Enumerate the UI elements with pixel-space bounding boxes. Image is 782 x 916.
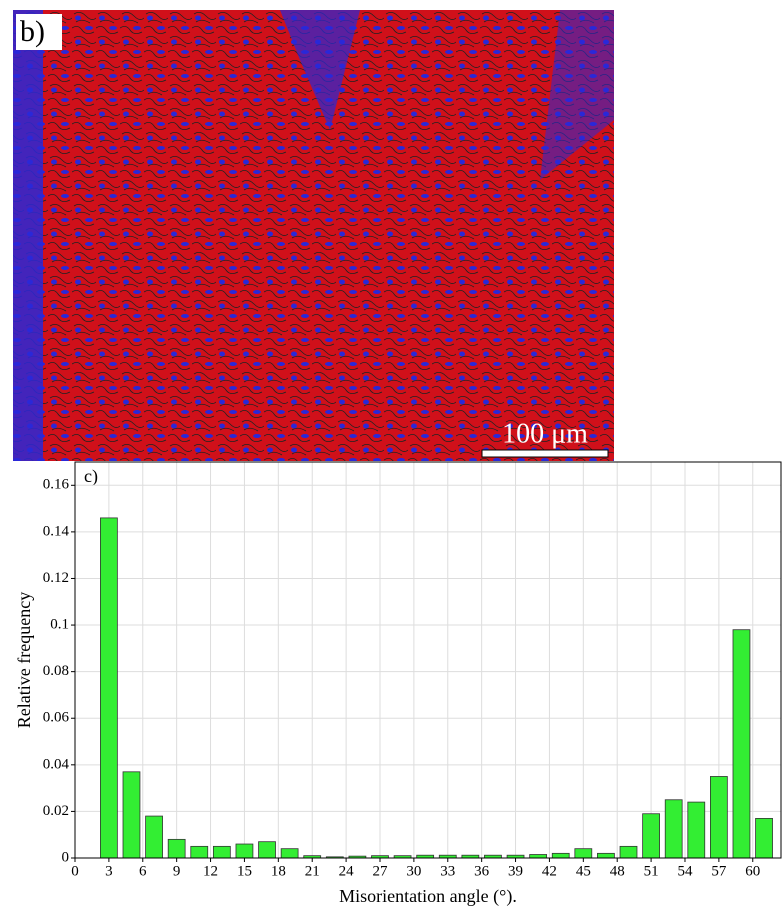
bar [122,771,141,859]
x-tick-label: 0 [71,863,79,879]
x-tick-label: 39 [508,863,523,879]
x-tick-label: 12 [203,863,218,879]
plot-frame [74,461,782,859]
x-tick-label: 33 [440,863,455,879]
y-tick-label: 0.06 [43,710,70,726]
bar [664,799,683,859]
scale-bar-label: 100 μm [502,418,588,449]
bar [258,841,276,859]
x-tick-label: 3 [105,863,113,879]
x-tick-label: 18 [271,863,286,879]
x-tick-label: 45 [576,863,591,879]
x-tick-label: 27 [372,863,388,879]
bar [710,776,728,859]
x-tick-label: 60 [745,863,760,879]
bar [145,815,163,859]
bar [574,848,593,859]
panel-label: c) [84,466,98,487]
x-tick-label: 15 [237,863,252,879]
x-tick-label: 24 [339,863,355,879]
bar [551,852,570,859]
x-tick-label: 48 [610,863,625,879]
y-tick-label: 0.08 [43,663,69,679]
bar [597,852,615,859]
x-tick-label: 30 [406,863,421,879]
bar [190,845,209,859]
y-tick-label: 0 [62,849,70,865]
y-tick-label: 0.12 [43,570,69,586]
bar [732,629,751,859]
y-tick-label: 0.14 [43,523,70,539]
x-tick-label: 51 [644,863,659,879]
x-tick-label: 57 [711,863,727,879]
bar [687,801,706,859]
x-axis-title: Misorientation angle (°). [339,886,517,907]
bar [642,813,660,859]
x-tick-label: 36 [474,863,490,879]
bar [100,517,118,859]
y-tick-label: 0.1 [50,616,69,632]
bar [619,845,638,859]
bar [235,843,254,859]
y-tick-label: 0.04 [43,756,70,772]
plot-border [74,461,782,859]
x-tick-label: 6 [139,863,147,879]
y-axis-title: Relative frequency [14,592,34,728]
ebsd-map: b) 100 μm [13,10,614,461]
bar [280,848,299,859]
bar [167,838,186,859]
bar [755,818,773,859]
y-tick-label: 0.16 [43,477,70,493]
x-tick-label: 9 [173,863,181,879]
y-tick-label: 0.02 [43,803,69,819]
x-tick-label: 54 [677,863,693,879]
bar [529,854,548,859]
bar [212,845,231,859]
x-tick-label: 21 [305,863,320,879]
panel-label: b) [20,15,45,48]
x-tick-label: 42 [542,863,557,879]
